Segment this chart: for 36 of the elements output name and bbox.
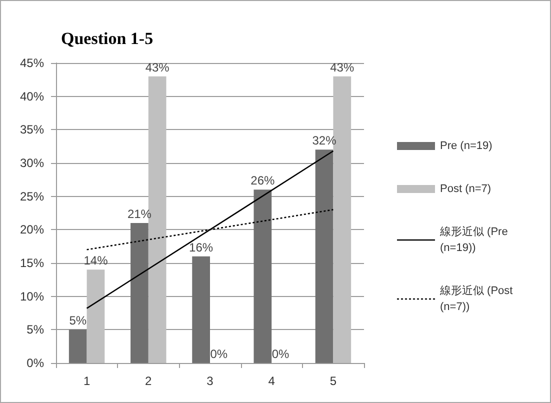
y-tick-label: 30%: [20, 156, 44, 170]
data-label: 5%: [69, 314, 87, 328]
x-tick-label: 3: [206, 374, 214, 388]
legend-label: 線形近似 (Pre (n=19)): [439, 225, 511, 254]
data-label: 43%: [145, 60, 170, 74]
bar: [86, 270, 105, 363]
y-tick-label: 25%: [20, 189, 44, 204]
x-tick-label: 1: [83, 374, 90, 388]
data-label: 16%: [189, 240, 214, 254]
y-tick-label: 10%: [20, 289, 44, 304]
data-label: 0%: [210, 347, 228, 361]
data-label: 43%: [330, 60, 354, 74]
y-tick-label: 15%: [20, 256, 44, 270]
y-tick-label: 20%: [20, 222, 44, 237]
y-tick-label: 40%: [20, 89, 44, 104]
data-label: 14%: [84, 254, 108, 268]
bar: [130, 223, 148, 363]
data-label: 21%: [127, 207, 152, 221]
x-tick-label: 4: [268, 374, 276, 388]
bar: [254, 190, 272, 363]
y-tick-label: 35%: [20, 122, 44, 137]
y-tick-label: 45%: [20, 56, 44, 70]
bar: [315, 150, 334, 363]
legend-label: Pre (n=19): [440, 140, 492, 152]
bar: [68, 330, 87, 363]
y-tick-label: 0%: [26, 356, 44, 370]
data-label: 26%: [250, 174, 275, 188]
x-tick-label: 2: [145, 374, 152, 388]
bar: [192, 256, 210, 363]
legend-label: Post (n=7): [440, 183, 492, 195]
data-label: 0%: [272, 347, 290, 361]
legend-label: 線形近似 (Post (n=7)): [439, 284, 516, 313]
y-tick-label: 5%: [26, 322, 44, 337]
chart-title: Question 1-5: [61, 29, 154, 48]
data-label: 32%: [312, 134, 337, 148]
x-tick-label: 5: [330, 374, 337, 388]
